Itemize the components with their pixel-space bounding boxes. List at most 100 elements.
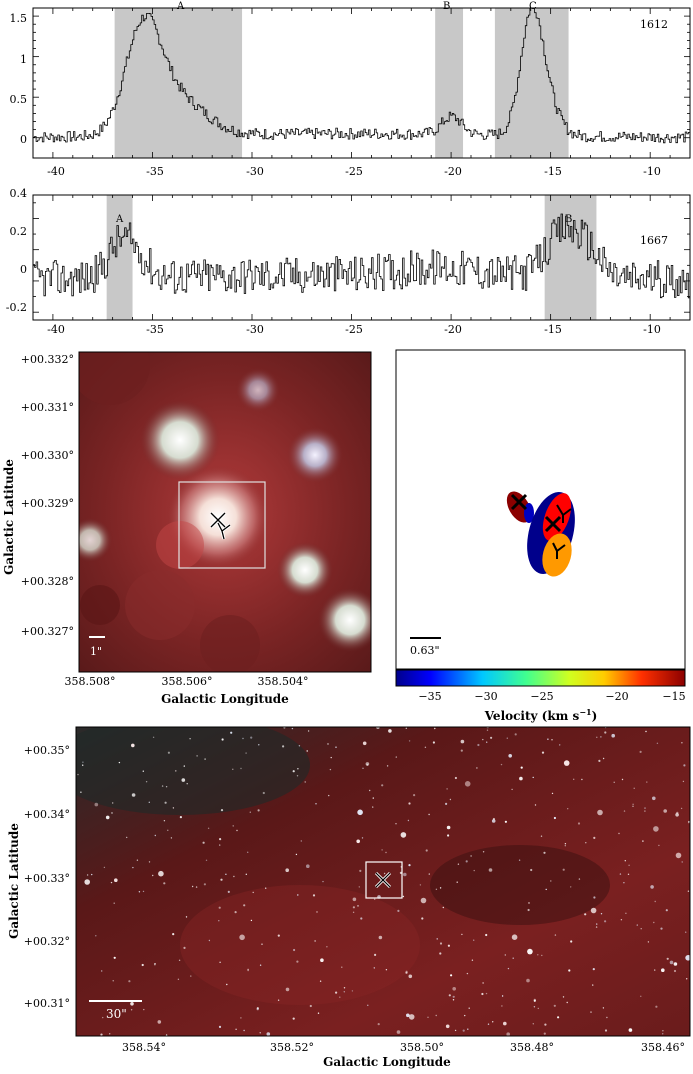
x-tick-label: -20 <box>444 323 462 336</box>
star <box>681 861 683 863</box>
star <box>233 875 235 878</box>
star <box>356 839 361 844</box>
star <box>597 809 603 816</box>
shaded-region <box>494 8 569 158</box>
star <box>632 805 634 807</box>
star <box>374 953 377 956</box>
star <box>395 823 397 825</box>
star <box>113 902 115 904</box>
star <box>249 811 251 813</box>
star <box>86 874 89 876</box>
star <box>501 995 504 997</box>
star <box>663 809 667 813</box>
star <box>551 792 554 795</box>
star <box>142 890 145 893</box>
spectrum-1667-ticks <box>33 195 691 320</box>
star <box>559 744 561 746</box>
star <box>446 825 451 830</box>
star <box>136 859 139 861</box>
y-tick-label: +00.34° <box>24 808 70 821</box>
star <box>314 940 316 942</box>
star <box>445 1024 450 1029</box>
star <box>533 999 536 1002</box>
star <box>482 851 485 853</box>
star <box>476 767 478 769</box>
star <box>501 1005 503 1007</box>
star <box>239 934 245 941</box>
spectrum-1612-trace <box>33 7 691 144</box>
star <box>462 1029 465 1032</box>
star <box>77 773 79 776</box>
star <box>378 935 383 940</box>
star <box>526 978 530 983</box>
star <box>420 897 427 904</box>
star <box>553 816 557 820</box>
star <box>316 911 318 913</box>
star <box>598 759 601 762</box>
x-tick-label: 358.46° <box>641 1041 685 1054</box>
star <box>100 1033 103 1036</box>
star <box>645 730 647 733</box>
star <box>656 742 659 744</box>
spectrum-1667-frame <box>32 194 691 321</box>
star <box>265 887 267 889</box>
star <box>562 868 565 871</box>
star <box>258 744 260 746</box>
star <box>341 966 343 968</box>
star <box>343 987 346 989</box>
star <box>532 1023 534 1025</box>
star <box>285 868 290 872</box>
star <box>131 793 136 797</box>
star <box>590 907 597 914</box>
star <box>590 1011 592 1013</box>
star <box>627 873 630 875</box>
star <box>234 911 237 914</box>
star <box>172 807 175 809</box>
y-tick-label: +00.32° <box>24 935 70 948</box>
star <box>566 1001 568 1004</box>
star <box>611 733 615 738</box>
star <box>91 873 93 876</box>
zoom-selection-box <box>178 481 266 569</box>
star <box>675 852 682 859</box>
star <box>686 978 688 980</box>
star <box>220 878 223 881</box>
star <box>262 791 265 795</box>
x-tick-label: 358.50° <box>400 1041 444 1054</box>
star <box>165 786 168 788</box>
star <box>527 908 530 912</box>
star <box>400 832 407 838</box>
star <box>486 729 489 731</box>
star <box>506 1032 511 1036</box>
spectrum-1612-panel: 1612 A B C 0 0.5 1 1.5 -40 -35 -30 -25 -… <box>10 1 691 178</box>
star <box>377 1023 380 1026</box>
star <box>604 1029 608 1032</box>
star <box>95 935 97 937</box>
star <box>186 783 188 785</box>
star <box>250 919 253 922</box>
star <box>320 958 324 962</box>
star <box>82 764 84 766</box>
star <box>570 940 573 943</box>
star <box>683 764 686 767</box>
star <box>359 869 362 872</box>
star <box>295 853 298 856</box>
star <box>292 770 295 773</box>
star <box>296 960 299 963</box>
star <box>386 765 389 767</box>
star <box>503 1021 507 1026</box>
star <box>504 954 506 956</box>
star <box>243 1029 245 1032</box>
x-axis-label: Galactic Longitude <box>161 692 289 706</box>
star <box>110 881 113 884</box>
star <box>195 886 198 888</box>
star <box>307 730 310 732</box>
x-tick-label: -40 <box>47 165 65 178</box>
star <box>481 992 484 996</box>
star <box>298 745 301 747</box>
star <box>653 921 655 924</box>
x-axis-label: Galactic Longitude <box>323 1055 451 1069</box>
star <box>461 933 463 936</box>
star <box>439 942 443 945</box>
star <box>205 859 208 861</box>
